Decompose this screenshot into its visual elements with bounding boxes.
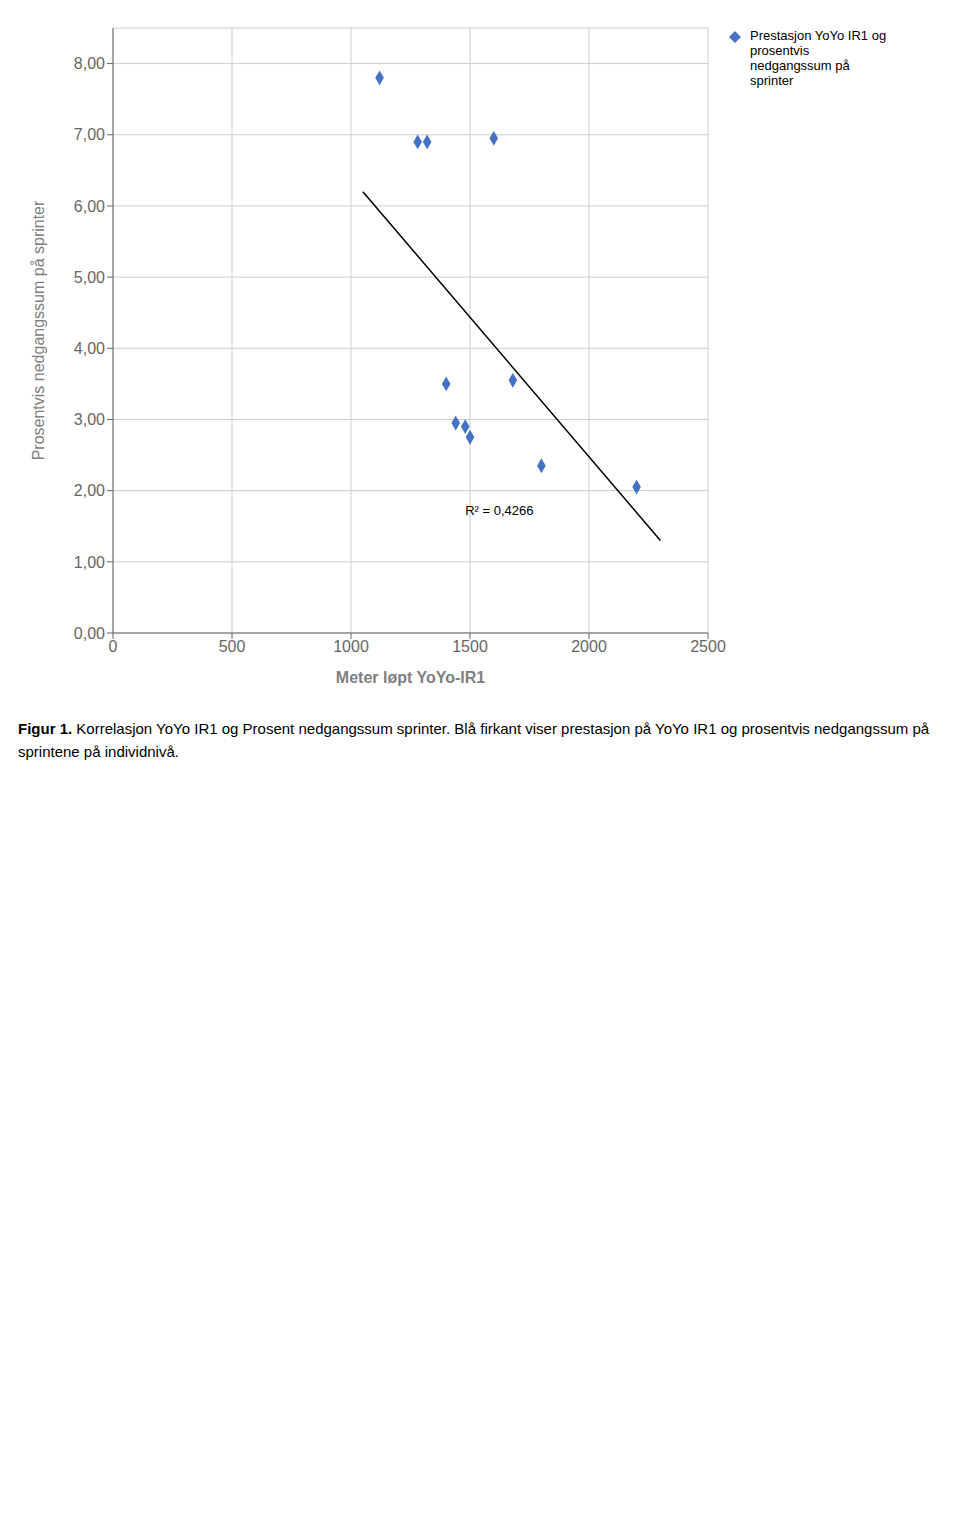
svg-text:Meter løpt YoYo-IR1: Meter løpt YoYo-IR1: [336, 669, 485, 686]
svg-text:2,00: 2,00: [74, 482, 105, 499]
svg-text:2000: 2000: [571, 638, 607, 655]
svg-text:4,00: 4,00: [74, 340, 105, 357]
svg-text:1,00: 1,00: [74, 554, 105, 571]
svg-text:500: 500: [219, 638, 246, 655]
svg-text:8,00: 8,00: [74, 55, 105, 72]
svg-text:7,00: 7,00: [74, 126, 105, 143]
svg-text:1000: 1000: [333, 638, 369, 655]
svg-text:5,00: 5,00: [74, 269, 105, 286]
svg-text:6,00: 6,00: [74, 198, 105, 215]
html-text:Prestasjon YoYo IR1 og prosent: Prestasjon YoYo IR1 og prosentvis nedgan…: [750, 28, 887, 88]
svg-text:Prosentvis nedgangssum på spri: Prosentvis nedgangssum på sprinter: [30, 200, 47, 460]
svg-text:0,00: 0,00: [74, 625, 105, 642]
svg-text:1500: 1500: [452, 638, 488, 655]
svg-text:0: 0: [109, 638, 118, 655]
svg-text:R² = 0,4266: R² = 0,4266: [465, 503, 533, 518]
html-text:Figur 1. Korrelasjon YoYo IR1: Figur 1. Korrelasjon YoYo IR1 og Prosent…: [18, 720, 930, 760]
svg-text:2500: 2500: [690, 638, 726, 655]
svg-text:3,00: 3,00: [74, 411, 105, 428]
